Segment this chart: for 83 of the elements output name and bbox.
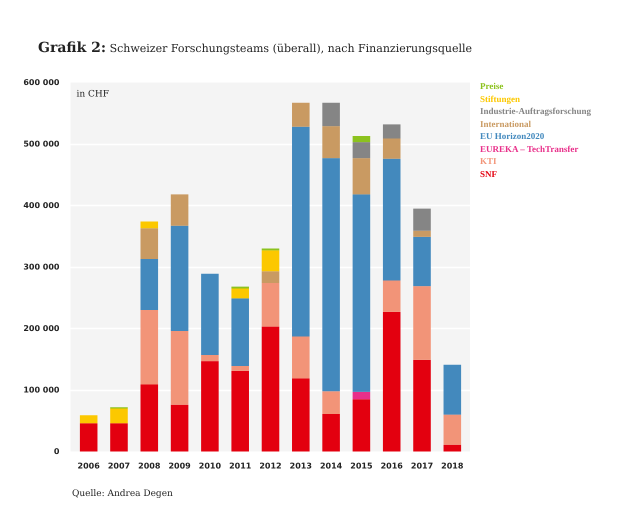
bar bbox=[382, 312, 400, 452]
text: EU Horizon2020 bbox=[480, 130, 546, 142]
bar bbox=[170, 194, 188, 226]
x-tick-label: 2008 bbox=[138, 462, 161, 470]
bar bbox=[262, 271, 280, 283]
text: International bbox=[480, 118, 532, 130]
bar bbox=[322, 102, 340, 126]
text: Industrie-Auftragsforschung bbox=[480, 105, 592, 118]
text: Stiftungen bbox=[480, 92, 522, 105]
y-tick-label: 0 bbox=[54, 447, 60, 456]
x-tick-label: 2015 bbox=[350, 462, 373, 470]
x-tick-label: 2010 bbox=[198, 462, 222, 470]
bar bbox=[413, 236, 431, 286]
x-tick-label: 2009 bbox=[168, 462, 192, 470]
y-tick-label: 100 000 bbox=[23, 386, 60, 394]
bar bbox=[352, 399, 370, 452]
x-tick-label: 2012 bbox=[259, 462, 282, 470]
bar bbox=[352, 392, 370, 400]
bar bbox=[292, 126, 310, 336]
x-tick-label: 2013 bbox=[290, 462, 312, 470]
bar bbox=[382, 124, 400, 138]
bar bbox=[201, 354, 219, 362]
bar bbox=[352, 136, 370, 142]
text: KTI bbox=[480, 155, 498, 168]
bar bbox=[382, 138, 400, 159]
bar bbox=[322, 126, 340, 158]
bar bbox=[170, 404, 188, 452]
bar bbox=[352, 142, 370, 158]
bar bbox=[80, 415, 98, 424]
bar bbox=[382, 280, 400, 312]
bar bbox=[352, 158, 370, 194]
bar bbox=[292, 336, 310, 378]
bar bbox=[140, 259, 158, 310]
bar bbox=[413, 208, 431, 231]
chart-title: Grafik 2: Schweizer Forschungsteams (überall), nach Finanzierungsquelle bbox=[38, 40, 472, 56]
y-tick-label: 200 000 bbox=[23, 324, 60, 333]
bar bbox=[444, 364, 462, 415]
y-tick-label: 300 000 bbox=[23, 262, 60, 272]
y-axis-title: in CHF bbox=[76, 90, 110, 100]
y-tick-label: 400 000 bbox=[23, 201, 60, 210]
x-tick-label: 2018 bbox=[441, 462, 464, 470]
bar bbox=[231, 370, 249, 452]
bar bbox=[322, 414, 340, 452]
x-tick-label: 2011 bbox=[229, 462, 252, 470]
source-note: Quelle: Andrea Degen bbox=[72, 488, 173, 501]
bar bbox=[110, 408, 128, 424]
bar bbox=[413, 230, 431, 237]
bar bbox=[231, 298, 249, 366]
bar bbox=[170, 226, 188, 331]
bar bbox=[110, 423, 128, 452]
x-tick-label: 2017 bbox=[410, 462, 434, 470]
text: SNF bbox=[480, 168, 498, 180]
bar bbox=[231, 288, 249, 298]
bar bbox=[140, 310, 158, 384]
y-tick-label: 500 000 bbox=[23, 140, 60, 148]
bar bbox=[322, 158, 340, 392]
x-tick-label: 2006 bbox=[78, 462, 100, 470]
bar bbox=[262, 250, 280, 272]
bar bbox=[444, 444, 462, 452]
bar bbox=[352, 194, 370, 392]
bar bbox=[140, 384, 158, 452]
bar bbox=[322, 391, 340, 414]
bar bbox=[382, 158, 400, 281]
y-tick-label: 600 000 bbox=[23, 78, 60, 87]
text: Preise bbox=[480, 80, 504, 92]
bar bbox=[231, 366, 249, 371]
bar bbox=[140, 228, 158, 260]
bar bbox=[413, 286, 431, 360]
text: EUREKA – TechTransfer bbox=[480, 142, 580, 155]
x-tick-label: 2014 bbox=[320, 462, 343, 470]
bar bbox=[201, 274, 219, 355]
bar bbox=[80, 423, 98, 452]
x-tick-label: 2016 bbox=[380, 462, 404, 470]
bar bbox=[262, 326, 280, 452]
bar bbox=[292, 102, 310, 127]
x-tick-label: 2007 bbox=[108, 462, 130, 470]
bar bbox=[201, 361, 219, 452]
bar bbox=[170, 330, 188, 405]
bar bbox=[292, 378, 310, 452]
bar bbox=[444, 414, 462, 445]
bar bbox=[262, 282, 280, 327]
bar bbox=[140, 221, 158, 228]
bar bbox=[413, 360, 431, 452]
